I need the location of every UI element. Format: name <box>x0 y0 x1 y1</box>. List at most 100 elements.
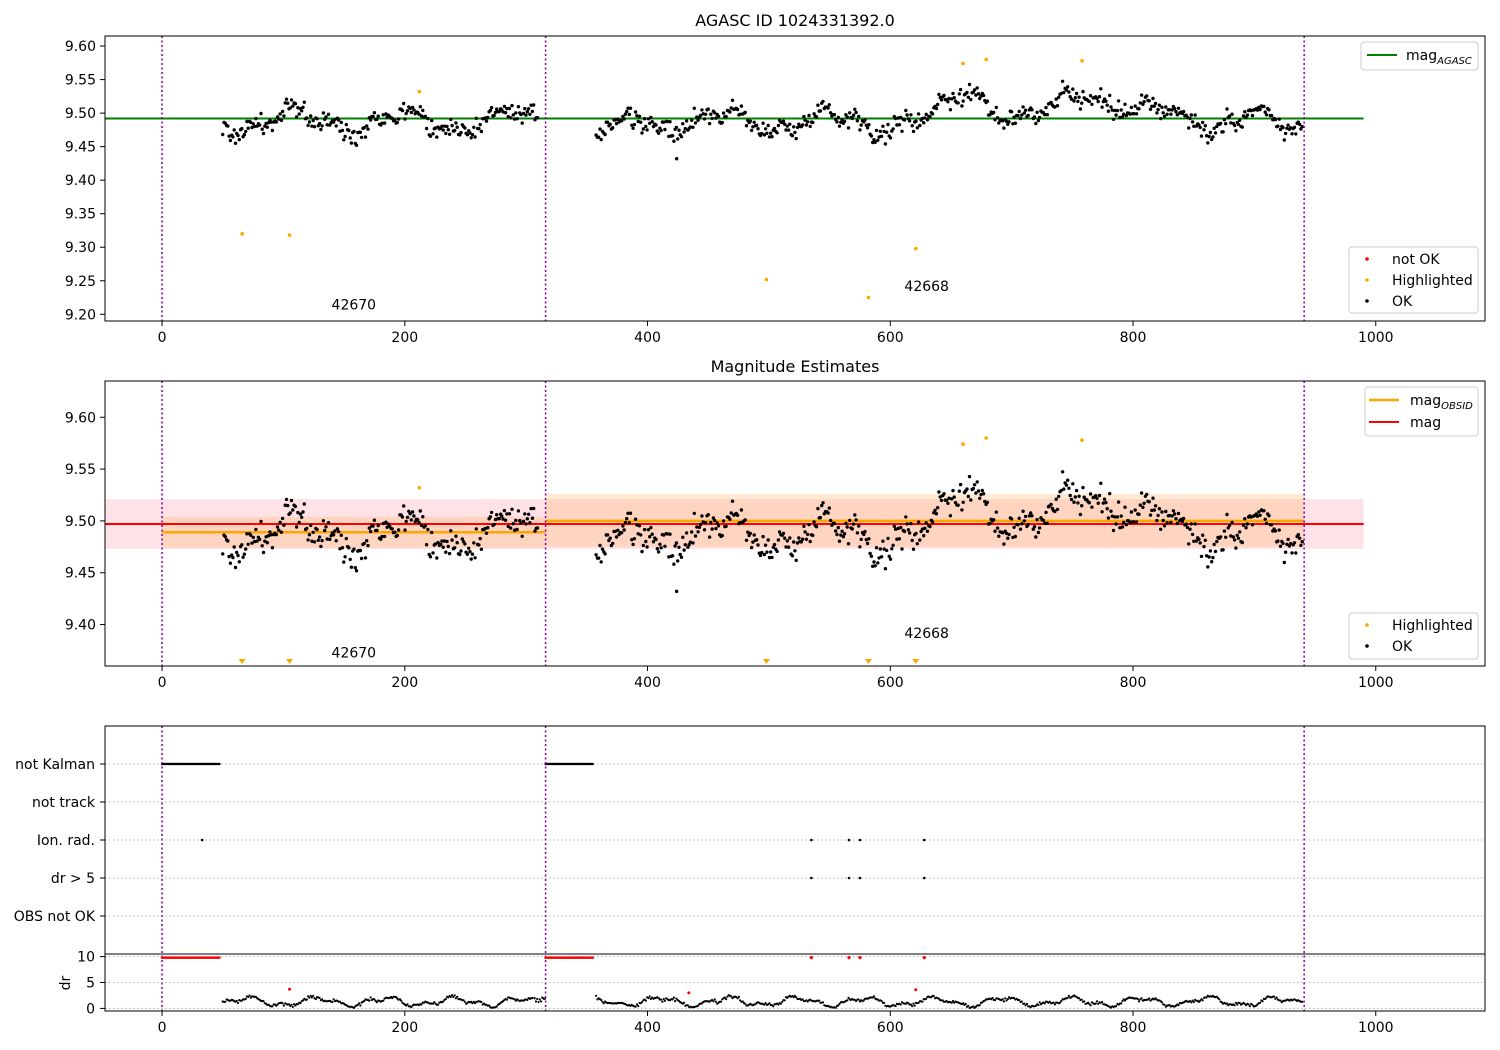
data-point-ok <box>626 106 630 110</box>
data-point-ok <box>1188 527 1192 531</box>
data-point-ok <box>1290 132 1294 136</box>
data-point-ok <box>506 524 510 529</box>
data-point-ok <box>515 117 519 121</box>
data-point-ok <box>412 514 416 518</box>
dr-point-ok <box>1233 1004 1236 1007</box>
panel-dr-plot <box>105 956 1485 1010</box>
data-point-ok <box>611 541 615 546</box>
data-point-ok <box>535 526 540 530</box>
data-point-ok <box>656 550 661 554</box>
data-point-ok <box>488 108 493 113</box>
data-point-ok <box>934 106 939 111</box>
data-point-ok <box>251 122 255 126</box>
data-point-ok <box>1044 105 1048 110</box>
dr-point-ok <box>406 1003 409 1006</box>
dr-point-ok <box>1259 1001 1262 1004</box>
data-point-ok <box>1262 104 1266 109</box>
data-point-ok <box>1292 541 1297 545</box>
data-point-ok <box>826 511 830 515</box>
data-point-ok <box>868 551 872 556</box>
data-point-ok <box>597 556 601 560</box>
dr-point-ok <box>400 999 403 1002</box>
data-point-ok <box>525 517 529 521</box>
data-point-ok <box>992 518 996 522</box>
data-point-ok <box>696 118 700 122</box>
data-point-ok <box>1012 115 1016 119</box>
data-point-ok <box>832 113 837 117</box>
data-point-ok <box>840 118 844 122</box>
data-point-ok <box>925 529 930 533</box>
flag-label: Ion. rad. <box>37 833 95 849</box>
data-point-ok <box>1210 560 1214 564</box>
data-point-ok <box>682 130 686 134</box>
data-point-ok <box>1262 509 1266 513</box>
dr-point-ok <box>1067 994 1070 998</box>
y-tick-label: 9.55 <box>65 73 96 89</box>
data-point-ok <box>706 513 710 517</box>
data-point-ok <box>765 131 769 135</box>
data-point-ok <box>236 553 240 558</box>
data-point-ok <box>1276 539 1280 543</box>
data-point-ok <box>1111 117 1116 122</box>
dr-point-ok <box>1002 1000 1006 1003</box>
dr-point-ok <box>462 999 465 1002</box>
legend-label-highlighted: Highlighted <box>1392 273 1473 289</box>
dr-point-ok <box>736 997 739 1000</box>
data-point-ok <box>1057 95 1061 100</box>
data-point-ok <box>1202 128 1206 132</box>
data-point-ok <box>1277 528 1281 532</box>
data-point-ok <box>1175 521 1180 526</box>
dr-point-ok <box>899 1003 902 1006</box>
data-point-ok <box>1286 537 1290 542</box>
data-point-ok <box>497 516 501 521</box>
data-point-ok <box>700 108 704 112</box>
data-point-ok <box>516 509 521 513</box>
data-point-ok <box>502 508 507 513</box>
data-point-ok <box>242 552 247 556</box>
dr-point-ok <box>471 1002 474 1005</box>
dr-point-ok <box>1205 996 1208 999</box>
dr-point-ok <box>312 994 315 997</box>
dr-point-ok <box>1137 1000 1141 1003</box>
data-point-ok <box>1062 487 1066 491</box>
data-point-ok <box>924 112 928 117</box>
data-point-ok <box>435 135 439 139</box>
data-point-ok <box>828 518 833 523</box>
data-point-ok <box>242 132 247 137</box>
data-point-ok <box>505 106 509 111</box>
panel-mag-estimates-frame <box>104 380 1486 667</box>
data-point-ok <box>298 512 303 516</box>
data-point-ok <box>379 537 383 541</box>
data-point-ok <box>261 550 266 555</box>
data-point-ok <box>855 119 860 123</box>
data-point-ok <box>274 120 278 124</box>
data-point-ok <box>1100 510 1104 514</box>
data-point-ok <box>492 113 496 118</box>
dr-point-ok <box>358 1002 361 1005</box>
dr-point-ok <box>359 1004 362 1007</box>
data-point-ok <box>266 121 271 125</box>
data-point-ok <box>472 125 476 129</box>
dr-point-ok <box>321 998 324 1001</box>
data-point-ok <box>934 512 939 516</box>
legend-label-ok: OK <box>1392 639 1413 655</box>
data-point-ok <box>1187 126 1191 130</box>
dr-point-ok <box>352 1006 356 1010</box>
legend-box <box>1348 612 1479 660</box>
data-point-ok <box>1036 118 1041 123</box>
data-point-ok <box>697 525 702 529</box>
data-point-ok <box>324 525 328 529</box>
data-point-ok <box>307 120 312 124</box>
data-point-ok <box>648 535 652 539</box>
data-point-ok <box>914 119 918 123</box>
data-point-ok <box>497 109 501 114</box>
data-point-ok <box>1021 509 1025 513</box>
data-point-ok <box>372 111 377 115</box>
data-point-ok <box>521 111 526 116</box>
data-point-ok <box>441 128 445 132</box>
data-point-ok <box>980 488 984 493</box>
data-point-ok <box>1147 500 1151 504</box>
data-point-ok <box>859 537 863 542</box>
data-point-ok <box>936 102 940 107</box>
data-point-ok <box>1160 510 1164 514</box>
